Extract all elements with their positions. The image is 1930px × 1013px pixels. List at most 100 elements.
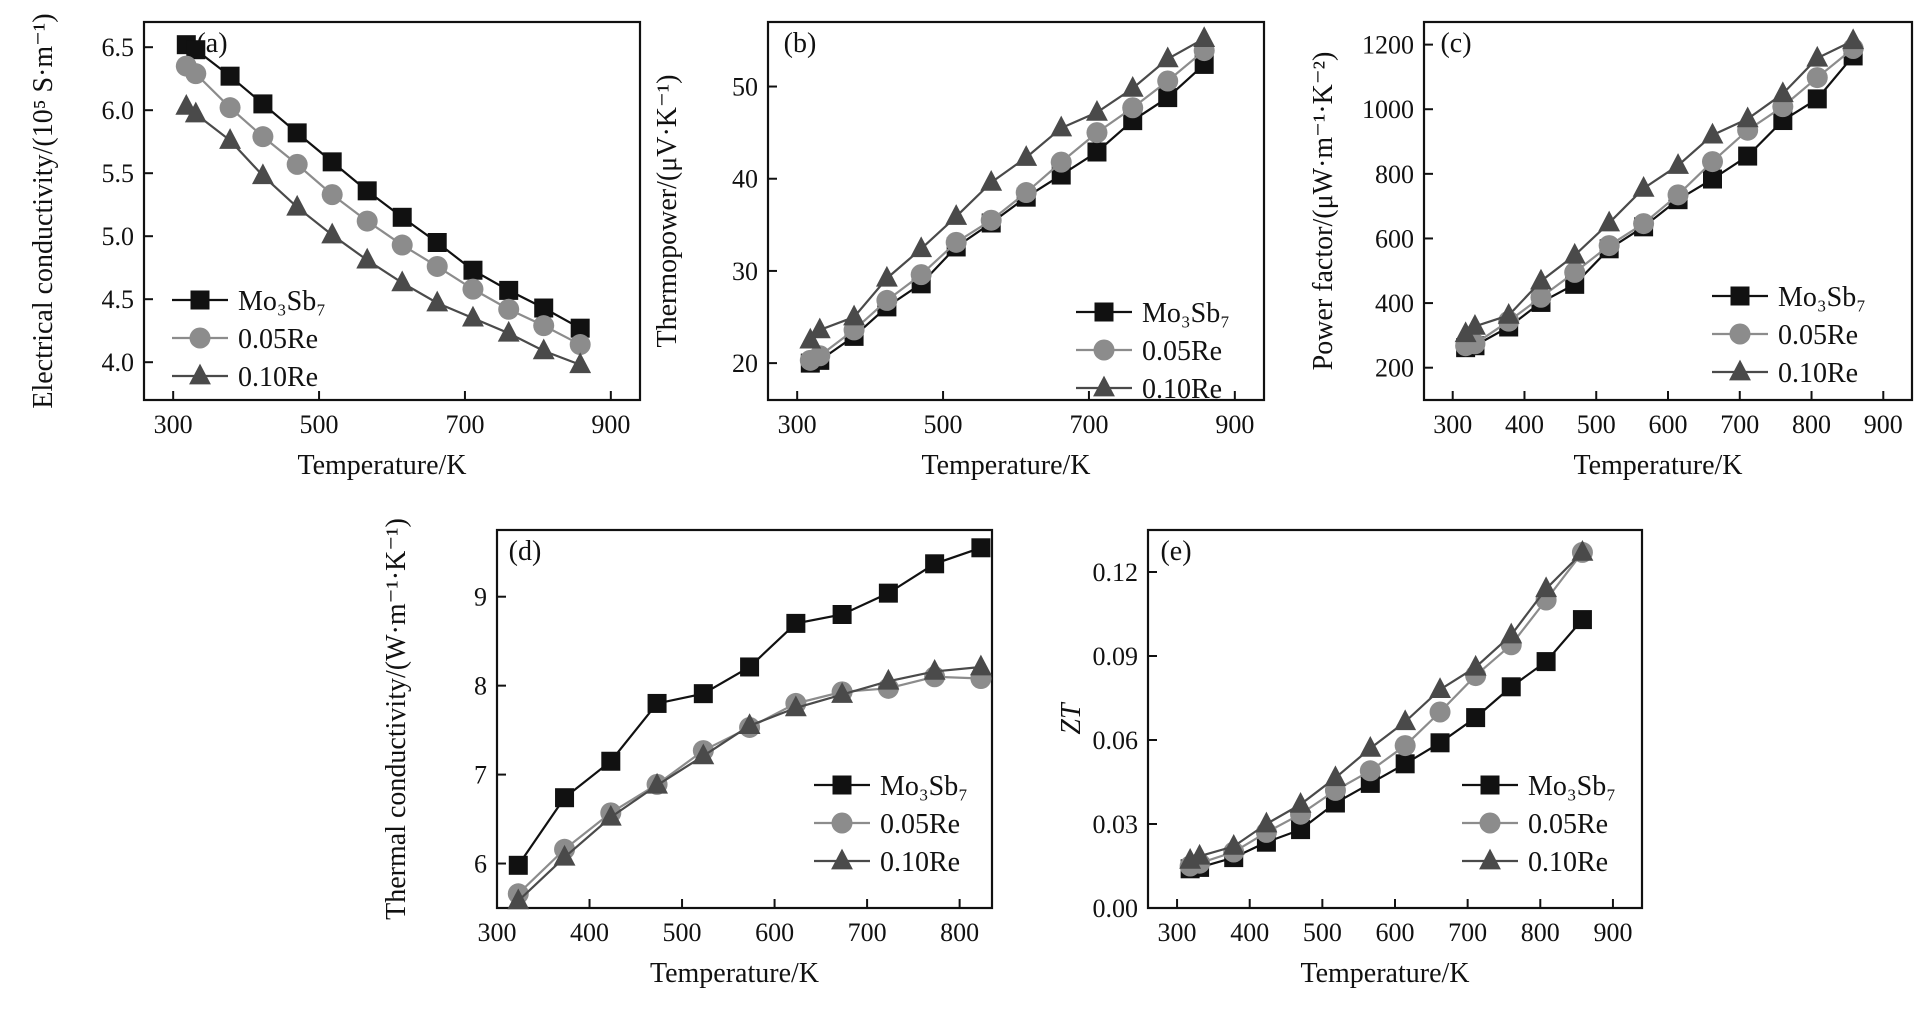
legend: Mo₃Sb₇ 0.05Re 0.10Re bbox=[1076, 298, 1230, 405]
legend-entry: 0.10Re bbox=[238, 362, 318, 393]
x-tick-label: 400 bbox=[570, 918, 609, 947]
data-point bbox=[1736, 106, 1759, 128]
y-tick-label: 0.12 bbox=[1093, 558, 1139, 587]
y-tick-label: 1200 bbox=[1362, 31, 1414, 60]
data-point bbox=[497, 320, 520, 342]
data-point bbox=[692, 743, 715, 765]
data-point bbox=[507, 888, 530, 910]
data-point bbox=[1701, 122, 1724, 144]
data-point bbox=[534, 298, 554, 318]
data-point bbox=[876, 289, 898, 311]
y-tick-label: 6.0 bbox=[102, 96, 135, 125]
data-point bbox=[910, 236, 933, 258]
data-point bbox=[809, 345, 831, 367]
x-tick-label: 300 bbox=[1433, 410, 1472, 439]
legend-entry: 0.10Re bbox=[1142, 374, 1222, 405]
data-point bbox=[1466, 708, 1486, 728]
data-point bbox=[875, 265, 898, 287]
legend-marker bbox=[1480, 775, 1500, 795]
data-point bbox=[1667, 153, 1689, 174]
data-point bbox=[252, 126, 274, 148]
legend-marker bbox=[1093, 339, 1115, 361]
x-axis-label: Temperature/K bbox=[1573, 450, 1742, 481]
data-point bbox=[1291, 820, 1311, 840]
data-point bbox=[532, 338, 555, 360]
x-tick-label: 500 bbox=[663, 918, 702, 947]
data-point bbox=[945, 231, 967, 253]
data-point bbox=[601, 751, 621, 771]
legend-entry: 0.10Re bbox=[1528, 847, 1608, 878]
data-point bbox=[1701, 151, 1723, 173]
data-point bbox=[499, 280, 519, 300]
legend-marker bbox=[1094, 302, 1114, 322]
legend: Mo₃Sb₇ 0.05Re 0.10Re bbox=[172, 286, 326, 393]
legend-marker bbox=[1479, 848, 1501, 870]
data-point bbox=[253, 94, 273, 114]
data-point bbox=[599, 804, 622, 826]
y-tick-label: 800 bbox=[1375, 160, 1414, 189]
x-tick-label: 700 bbox=[1448, 918, 1487, 947]
legend-entry: Mo₃Sb₇ bbox=[880, 771, 968, 802]
legend: Mo₃Sb₇ 0.05Re 0.10Re bbox=[1462, 771, 1616, 878]
data-point bbox=[463, 260, 483, 280]
series-2 bbox=[175, 94, 592, 374]
y-tick-label: 0.03 bbox=[1093, 810, 1139, 839]
x-tick-label: 400 bbox=[1230, 918, 1269, 947]
data-point bbox=[693, 684, 713, 704]
y-tick-label: 30 bbox=[732, 257, 758, 286]
data-point bbox=[357, 181, 377, 201]
data-point bbox=[1771, 81, 1794, 103]
x-tick-label: 500 bbox=[924, 410, 963, 439]
y-axis-label: Power factor/(μW·m⁻¹·K⁻²) bbox=[1308, 52, 1339, 371]
x-tick-label: 700 bbox=[848, 918, 887, 947]
y-tick-label: 600 bbox=[1375, 224, 1414, 253]
y-tick-label: 200 bbox=[1375, 354, 1414, 383]
data-point bbox=[1121, 76, 1144, 97]
data-point bbox=[321, 222, 344, 244]
data-point bbox=[1157, 70, 1179, 92]
data-point bbox=[286, 194, 309, 216]
data-point bbox=[1501, 677, 1521, 697]
legend: Mo₃Sb₇ 0.05Re 0.10Re bbox=[1712, 282, 1866, 389]
data-point bbox=[569, 334, 591, 356]
data-point bbox=[1359, 760, 1381, 782]
data-point bbox=[426, 290, 449, 312]
legend-marker bbox=[1729, 323, 1751, 345]
x-tick-label: 600 bbox=[755, 918, 794, 947]
data-point bbox=[1188, 843, 1211, 865]
legend-entry: 0.05Re bbox=[1778, 320, 1858, 351]
y-tick-label: 40 bbox=[732, 165, 758, 194]
data-point bbox=[356, 247, 379, 269]
data-point bbox=[1500, 622, 1523, 644]
data-point bbox=[1158, 88, 1178, 108]
y-axis-label: Thermal conductivity/(W·m⁻¹·K⁻¹) bbox=[381, 518, 412, 920]
series-1 bbox=[175, 55, 591, 356]
data-point bbox=[533, 315, 555, 337]
x-tick-label: 900 bbox=[1593, 918, 1632, 947]
data-point bbox=[219, 128, 241, 149]
y-tick-label: 50 bbox=[732, 73, 758, 102]
legend-marker bbox=[1479, 812, 1501, 834]
data-point bbox=[391, 234, 413, 256]
data-point bbox=[1807, 89, 1827, 109]
data-point bbox=[1359, 736, 1382, 757]
data-point bbox=[462, 305, 484, 327]
data-point bbox=[647, 693, 667, 713]
legend-entry: 0.05Re bbox=[1142, 336, 1222, 367]
y-tick-label: 9 bbox=[474, 583, 487, 612]
panel-tag: (e) bbox=[1160, 536, 1191, 567]
data-point bbox=[1050, 115, 1073, 137]
data-point bbox=[1122, 97, 1144, 119]
y-tick-label: 7 bbox=[474, 761, 487, 790]
data-point bbox=[877, 668, 900, 690]
data-point bbox=[1324, 765, 1347, 787]
data-point bbox=[1015, 182, 1037, 204]
data-point bbox=[1255, 811, 1278, 833]
data-point bbox=[1667, 184, 1689, 206]
data-point bbox=[1632, 176, 1655, 197]
x-tick-label: 600 bbox=[1649, 410, 1688, 439]
data-point bbox=[786, 613, 806, 633]
data-point bbox=[784, 695, 807, 717]
y-axis-label: Thermopower/(μV·K⁻¹) bbox=[652, 75, 683, 348]
x-tick-label: 800 bbox=[940, 918, 979, 947]
